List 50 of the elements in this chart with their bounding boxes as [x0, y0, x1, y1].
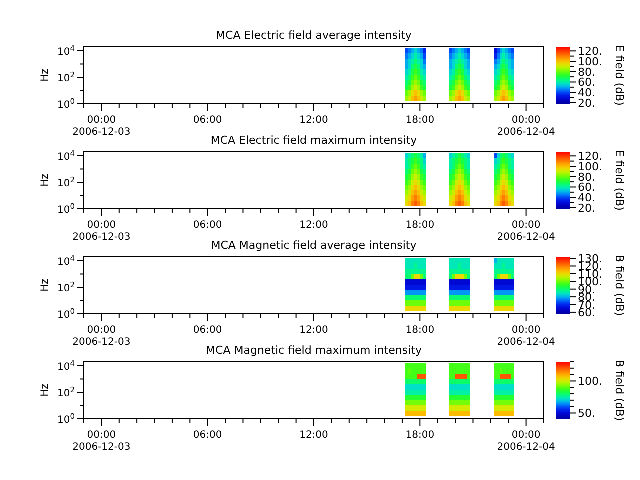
color-bar-title: B field (dB) — [613, 254, 626, 316]
color-bar-label: 60. — [578, 76, 596, 90]
x-tick-label: 06:00 — [193, 220, 222, 231]
color-bar-title: E field (dB) — [613, 150, 626, 211]
y-tick-label: 10$^{2}$ — [57, 280, 76, 294]
color-bar-label: 120. — [578, 150, 602, 164]
x-tick-label: 12:00 — [300, 115, 328, 126]
y-axis-title: Hz — [40, 279, 51, 292]
y-tick-label: 10$^{0}$ — [57, 202, 76, 216]
x-tick-label: 12:00 — [300, 220, 328, 231]
x-tick-label: 06:00 — [193, 115, 222, 126]
x-tick-label: 00:00 2006-12-04 — [497, 115, 556, 138]
y-axis-title: Hz — [40, 174, 51, 187]
x-tick-label: 12:00 — [300, 325, 328, 336]
y-tick-label: 10$^{4}$ — [57, 148, 76, 163]
x-tick-label: 00:00 2006-12-03 — [72, 430, 131, 453]
x-tick-label: 00:00 2006-12-04 — [497, 220, 556, 243]
color-bar-title: E field (dB) — [613, 45, 626, 106]
x-tick-label: 00:00 2006-12-03 — [72, 325, 131, 348]
chart-title: MCA Electric field maximum intensity — [210, 134, 418, 147]
y-tick-label: 10$^{4}$ — [57, 253, 76, 268]
color-bar-label: 50. — [578, 407, 596, 420]
y-tick-label: 10$^{2}$ — [57, 384, 76, 400]
x-tick-label: 18:00 — [406, 430, 435, 441]
color-bar-label: 100. — [578, 375, 602, 388]
x-tick-label: 18:00 — [406, 325, 435, 336]
color-bar-label: 60. — [578, 181, 596, 194]
chart-title: MCA Magnetic field average intensity — [211, 239, 418, 252]
chart-title: MCA Electric field average intensity — [216, 29, 412, 42]
y-tick-label: 10$^{4}$ — [57, 358, 76, 373]
y-tick-label: 10$^{4}$ — [57, 43, 76, 58]
y-tick-label: 10$^{0}$ — [57, 306, 76, 321]
y-axis-title: Hz — [40, 69, 51, 82]
y-tick-label: 10$^{0}$ — [57, 96, 76, 111]
y-axis-title: Hz — [40, 384, 51, 397]
y-tick-label: 10$^{0}$ — [57, 412, 76, 426]
color-bar-label: 120. — [578, 45, 602, 58]
x-tick-label: 06:00 — [193, 430, 222, 441]
chart-title: MCA Magnetic field maximum intensity — [206, 344, 422, 357]
x-tick-label: 00:00 2006-12-03 — [72, 220, 131, 243]
x-tick-label: 00:00 2006-12-04 — [497, 430, 556, 453]
x-tick-label: 06:00 — [193, 325, 222, 336]
color-bar-title: B field (dB) — [613, 360, 626, 422]
y-tick-label: 10$^{2}$ — [57, 70, 76, 84]
x-tick-label: 18:00 — [406, 220, 435, 231]
x-tick-label: 00:00 2006-12-03 — [72, 115, 131, 138]
y-tick-label: 10$^{2}$ — [57, 174, 76, 190]
x-tick-label: 00:00 2006-12-04 — [497, 325, 556, 348]
x-tick-label: 12:00 — [300, 430, 328, 441]
x-tick-label: 18:00 — [406, 115, 435, 126]
